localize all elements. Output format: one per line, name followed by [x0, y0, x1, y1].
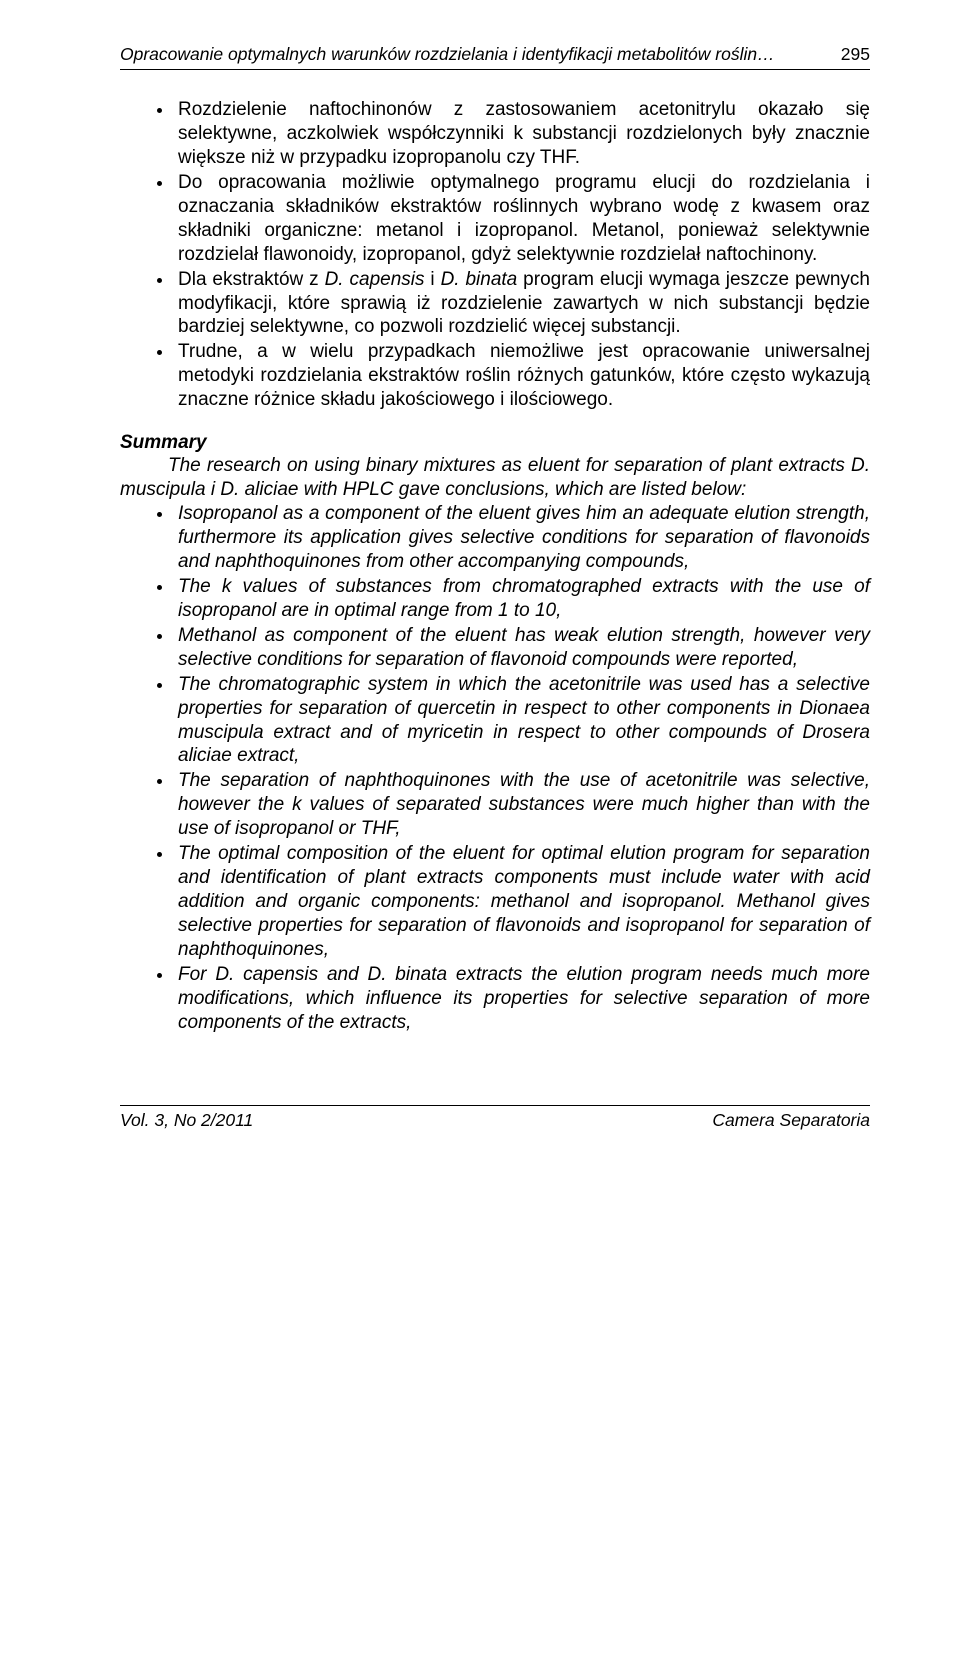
bullet-item: The separation of naphthoquinones with t… [174, 769, 870, 841]
species-name: D. binata [441, 269, 518, 290]
footer-right: Camera Separatoria [712, 1110, 870, 1131]
bullet-item: Methanol as component of the eluent has … [174, 624, 870, 672]
bullet-item: Trudne, a w wielu przypadkach niemożliwe… [174, 340, 870, 412]
header-page-number: 295 [841, 44, 870, 65]
bullet-item: The k values of substances from chromato… [174, 575, 870, 623]
page-footer: Vol. 3, No 2/2011 Camera Separatoria [120, 1105, 870, 1131]
text-fragment: Dla ekstraktów z [178, 269, 325, 290]
bullet-item: Rozdzielenie naftochinonów z zastosowani… [174, 98, 870, 170]
summary-heading: Summary [120, 432, 870, 454]
polish-bullets: Rozdzielenie naftochinonów z zastosowani… [120, 98, 870, 412]
bullet-item: Dla ekstraktów z D. capensis i D. binata… [174, 268, 870, 340]
header-title: Opracowanie optymalnych warunków rozdzie… [120, 44, 775, 65]
bullet-item: Do opracowania możliwie optymalnego prog… [174, 171, 870, 267]
species-name: D. capensis [325, 269, 425, 290]
footer-left: Vol. 3, No 2/2011 [120, 1110, 253, 1131]
bullet-item: Isopropanol as a component of the eluent… [174, 502, 870, 574]
bullet-item: The optimal composition of the eluent fo… [174, 842, 870, 962]
bullet-item: For D. capensis and D. binata extracts t… [174, 963, 870, 1035]
page-header: Opracowanie optymalnych warunków rozdzie… [120, 44, 870, 70]
bullet-item: The chromatographic system in which the … [174, 673, 870, 769]
summary-lead: The research on using binary mixtures as… [120, 454, 870, 502]
english-bullets: Isopropanol as a component of the eluent… [120, 502, 870, 1035]
text-fragment: i [425, 269, 441, 290]
